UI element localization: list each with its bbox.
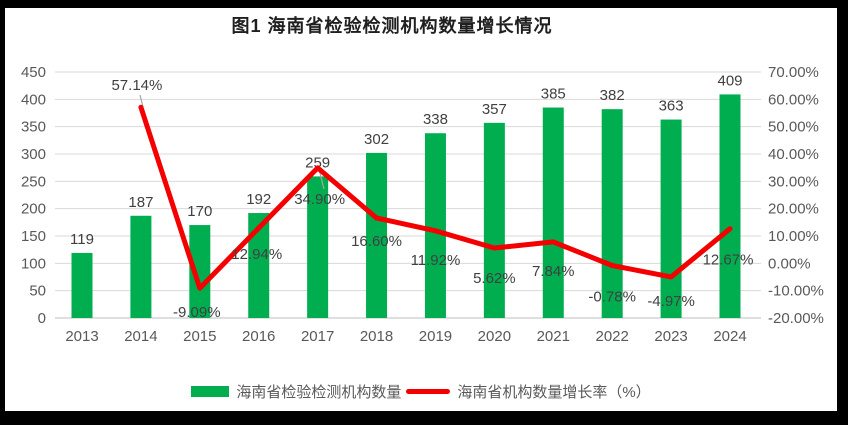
chart-card: 图1 海南省检验检测机构数量增长情况 0 50 100 150 200 250 300 350… <box>5 8 837 411</box>
left-axis-tick-label: 350 <box>21 119 46 136</box>
line-value-label: 11.92% <box>411 252 461 269</box>
right-axis-tick-label: 60.00% <box>768 91 819 108</box>
x-axis-label: 2019 <box>419 328 452 345</box>
right-axis-tick-label: 50.00% <box>768 119 819 136</box>
bar-value-label: 302 <box>364 131 389 148</box>
line-value-label: -0.78% <box>588 288 636 305</box>
bar <box>71 252 93 318</box>
x-axis-label: 2020 <box>478 328 511 345</box>
x-axis-label: 2017 <box>301 328 334 345</box>
legend-item-bar-series: 海南省检验检测机构数量 <box>191 381 401 402</box>
left-axis-tick-label: 300 <box>21 146 46 163</box>
chart-plot-area: 0 50 100 150 200 250 300 350 400 450 -20.00% -10.00… <box>21 64 824 345</box>
bar-value-label: 170 <box>187 203 212 220</box>
x-axis-label: 2013 <box>65 328 98 345</box>
left-axis-tick-label: 50 <box>29 283 46 300</box>
line-value-label: -4.97% <box>647 293 695 310</box>
right-axis-tick-label: 70.00% <box>768 64 819 81</box>
bar-value-label: 363 <box>659 98 684 115</box>
bar <box>719 94 741 318</box>
bar-value-label: 385 <box>541 86 566 103</box>
x-axis-label: 2016 <box>242 328 275 345</box>
bar-value-label: 357 <box>482 101 507 118</box>
left-axis-tick-label: 250 <box>21 173 46 190</box>
bar-value-label: 409 <box>717 72 742 89</box>
left-axis-tick-label: 0 <box>38 310 46 327</box>
line-series-swatch-icon <box>406 389 451 394</box>
left-axis-tick-label: 100 <box>21 255 46 272</box>
line-value-label: 12.67% <box>703 252 754 269</box>
bar <box>248 213 270 318</box>
left-axis-tick-label: 150 <box>21 228 46 245</box>
leader-line <box>139 94 144 108</box>
bar <box>130 215 152 318</box>
bar <box>483 122 505 318</box>
bar-value-label: 192 <box>246 191 271 208</box>
chart-title: 图1 海南省检验检测机构数量增长情况 <box>231 16 553 36</box>
growth-line <box>138 104 733 291</box>
bar <box>307 176 329 318</box>
right-axis-tick-label: 10.00% <box>768 228 819 245</box>
bar-series-swatch-icon <box>191 386 230 397</box>
left-axis-tick-label: 200 <box>21 201 46 218</box>
x-axis-label: 2015 <box>183 328 216 345</box>
left-axis-tick-label: 450 <box>21 64 46 81</box>
right-axis-tick-label: 20.00% <box>768 201 819 218</box>
right-axis-tick-label: -20.00% <box>768 310 824 327</box>
line-value-label: -9.09% <box>173 304 221 321</box>
bar-value-label: 382 <box>600 87 625 104</box>
x-axis-label: 2024 <box>713 328 746 345</box>
legend-label-bar-series: 海南省检验检测机构数量 <box>236 384 402 401</box>
left-axis-tick-label: 400 <box>21 91 46 108</box>
line-value-label: 5.62% <box>473 270 516 287</box>
chart-legend: 海南省检验检测机构数量 海南省机构数量增长率（%） <box>5 381 837 402</box>
x-axis-label: 2023 <box>654 328 687 345</box>
x-axis-label: 2022 <box>595 328 628 345</box>
line-value-label: 34.90% <box>294 191 345 208</box>
bar <box>601 109 623 318</box>
right-axis-tick-label: -10.00% <box>768 283 824 300</box>
line-value-label: 16.60% <box>351 233 402 250</box>
bar <box>424 133 446 318</box>
right-axis-tick-label: 40.00% <box>768 146 819 163</box>
line-value-label: 57.14% <box>111 77 162 94</box>
bar <box>660 119 682 318</box>
line-value-label: 12.94% <box>231 246 282 263</box>
bar <box>542 107 564 319</box>
right-axis-tick-label: 0.00% <box>768 255 811 272</box>
bar <box>189 225 211 318</box>
x-axis-label: 2021 <box>537 328 570 345</box>
bar-value-label: 259 <box>305 154 330 171</box>
line-value-label: 7.84% <box>532 263 575 280</box>
legend-label-line-series: 海南省机构数量增长率（%） <box>457 384 651 401</box>
x-axis-label: 2014 <box>124 328 157 345</box>
bar-value-label: 338 <box>423 111 448 128</box>
bar-value-label: 187 <box>128 194 153 211</box>
bar-value-label: 119 <box>70 231 94 248</box>
right-axis-tick-label: 30.00% <box>768 173 819 190</box>
bar <box>366 152 388 318</box>
legend-item-line-series: 海南省机构数量增长率（%） <box>406 381 651 402</box>
x-axis-label: 2018 <box>360 328 393 345</box>
